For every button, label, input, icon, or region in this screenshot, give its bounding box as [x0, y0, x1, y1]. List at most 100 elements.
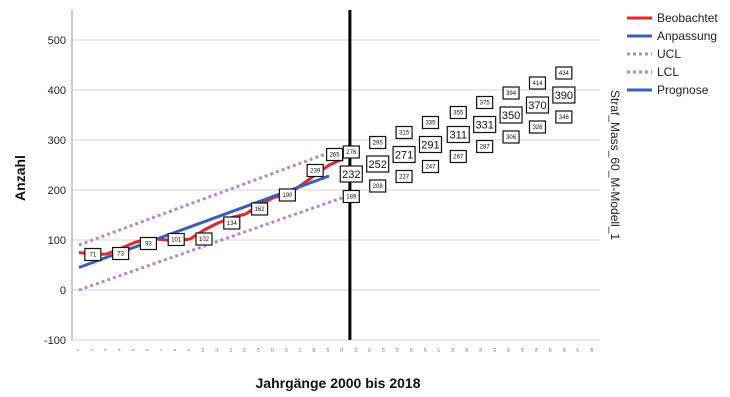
x-tick-label: 26 [422, 347, 427, 352]
data-label: 306 [502, 130, 520, 144]
y-axis-ticks: -100 0 100 200 300 400 500 [44, 35, 66, 347]
data-label-box [476, 139, 494, 154]
data-label-text: 370 [528, 100, 546, 112]
data-label: 162 [250, 202, 269, 216]
data-label: 134 [223, 216, 241, 230]
x-tick-label: 25 [408, 347, 413, 352]
y-tick-label: 500 [48, 35, 66, 47]
data-label-box [476, 95, 494, 110]
data-label-box [342, 145, 360, 159]
data-label: 326 [528, 120, 547, 134]
x-tick-label: 16 [283, 347, 288, 352]
x-tick-label: 3 [103, 348, 108, 351]
x-axis-title: Jahrgänge 2000 bis 2018 [256, 375, 421, 391]
data-label-box [395, 169, 413, 184]
data-label-box [449, 105, 467, 120]
x-tick-label: 11 [214, 347, 219, 352]
x-tick-label: 30 [478, 347, 483, 352]
data-label: 434 [555, 66, 573, 80]
x-tick-label: 24 [395, 347, 400, 352]
data-label: 331 [473, 115, 497, 134]
data-label-box [528, 76, 547, 90]
x-tick-label: 2 [89, 348, 94, 351]
x-tick-label: 23 [381, 347, 386, 352]
data-label: 394 [502, 86, 520, 100]
series-layer [78, 146, 344, 292]
x-tick-label: 13 [242, 347, 247, 352]
data-label-box [392, 145, 416, 164]
x-tick-label: 1 [75, 348, 80, 351]
data-label-box [326, 147, 344, 162]
grid-layer [72, 39, 600, 341]
x-tick-label: 33 [520, 347, 525, 352]
x-tick-label: 28 [450, 347, 455, 352]
data-label-box [552, 86, 576, 104]
x-tick-label: 10 [200, 347, 205, 352]
data-label-text: 434 [559, 71, 570, 77]
y-tick-label: 400 [48, 85, 66, 97]
data-label-text: 346 [559, 115, 570, 121]
legend-label: Beobachtet [657, 11, 718, 25]
x-tick-label: 14 [256, 347, 261, 352]
data-label-text: 295 [373, 141, 384, 147]
data-label-box [306, 163, 324, 178]
data-label: 291 [418, 135, 443, 154]
y-tick-label: -100 [44, 335, 66, 347]
data-label-text: 355 [453, 111, 464, 117]
data-label-text: 208 [373, 184, 384, 190]
x-tick-label: 38 [589, 347, 594, 352]
data-label-text: 291 [421, 139, 439, 151]
data-label: 239 [306, 163, 324, 178]
x-tick-label: 22 [367, 347, 372, 352]
y-axis-title: Anzahl [12, 155, 28, 201]
data-label-box [421, 115, 440, 130]
data-label: 190 [278, 188, 296, 202]
data-label-text: 331 [475, 119, 493, 131]
data-label: 247 [421, 159, 440, 174]
data-label-box [369, 135, 387, 150]
data-label-box [528, 120, 547, 134]
x-tick-label: 17 [297, 347, 302, 352]
data-label-text: 271 [395, 149, 413, 161]
data-label-text: 134 [227, 221, 238, 227]
legend-label: LCL [657, 65, 679, 79]
data-label-text: 326 [532, 125, 543, 131]
x-tick-label: 6 [144, 348, 149, 351]
data-label-box [449, 149, 467, 164]
x-tick-label: 20 [339, 347, 344, 352]
data-label-box [555, 110, 573, 124]
data-label-box [446, 125, 470, 144]
data-label-text: 73 [117, 252, 124, 258]
data-label-text: 335 [425, 121, 436, 127]
data-label: 101 [167, 232, 185, 247]
data-label-text: 162 [255, 207, 266, 213]
data-label: 350 [499, 106, 523, 124]
x-tick-label: 19 [325, 347, 330, 352]
data-label: 370 [525, 96, 550, 114]
data-label-text: 306 [506, 135, 517, 141]
y-tick-label: 200 [48, 185, 66, 197]
data-label-box [84, 247, 102, 262]
x-tick-label: 18 [311, 347, 316, 352]
data-label-box [339, 165, 363, 183]
data-label-box [369, 179, 387, 193]
data-label-text: 287 [480, 145, 491, 151]
data-label: 295 [369, 135, 387, 150]
data-label-text: 247 [425, 165, 436, 171]
data-label-text: 71 [89, 253, 96, 259]
x-tick-label: 27 [436, 347, 441, 352]
data-label-text: 102 [199, 237, 210, 243]
data-label: 315 [395, 125, 413, 140]
y-tick-label: 100 [48, 235, 66, 247]
data-label-text: 227 [399, 175, 410, 181]
data-label-text: 394 [506, 91, 517, 97]
data-label: 390 [552, 86, 576, 104]
y-tick-label: 300 [48, 135, 66, 147]
data-label-text: 350 [502, 110, 520, 122]
legend: Beobachtet Anpassung UCL LCL Prognose [627, 11, 718, 97]
x-tick-label: 37 [575, 347, 580, 352]
data-label-box [366, 155, 390, 173]
series-line-ucl [78, 146, 344, 247]
data-label-text: 101 [171, 238, 182, 244]
